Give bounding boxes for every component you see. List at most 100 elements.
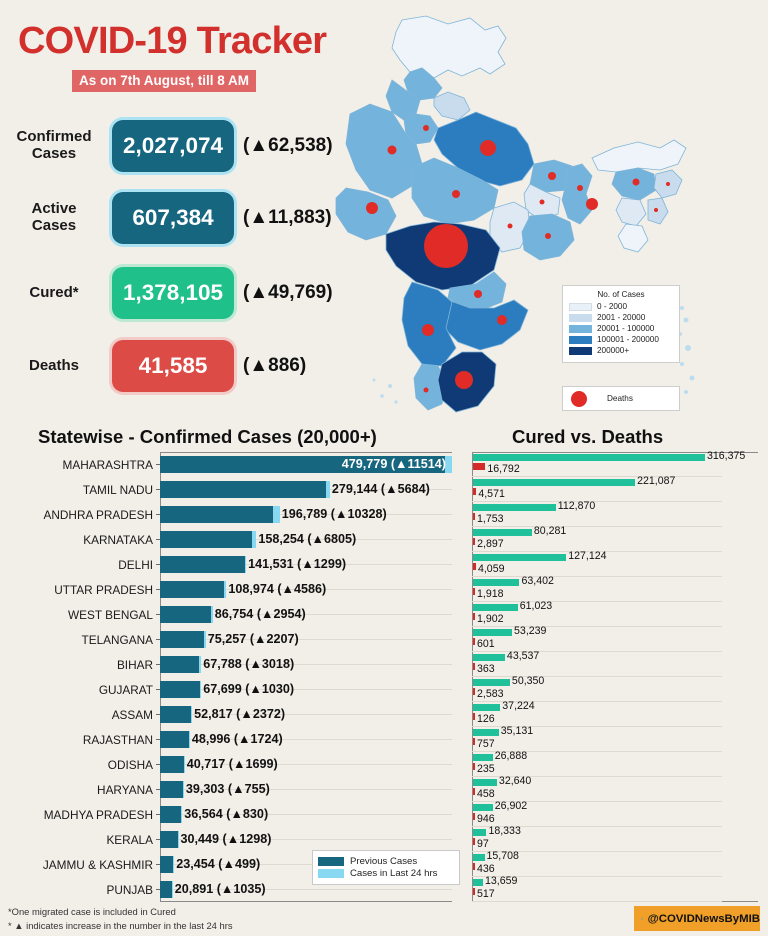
gridline <box>472 476 722 477</box>
state-label: JAMMU & KASHMIR <box>42 857 153 872</box>
legend-label: Previous Cases <box>350 856 418 867</box>
axis-tick <box>156 739 160 740</box>
stat-label-deaths: Deaths <box>0 357 112 375</box>
deaths-marker-icon <box>571 390 587 407</box>
bar-zone: 40,717 (▲1699) <box>160 752 460 777</box>
state-label: HARYANA <box>97 782 153 797</box>
death-bar <box>473 788 475 795</box>
death-value-label: 16,792 <box>487 463 520 475</box>
statewise-bar-row: WEST BENGAL 86,754 (▲2954) <box>8 602 460 627</box>
bar-zone: 30,449 (▲1298) <box>160 827 460 852</box>
map-legend-item: 200000+ <box>569 346 673 355</box>
confirmed-bar <box>160 656 202 673</box>
map-legend-title: No. of Cases <box>597 290 645 299</box>
gridline <box>160 539 452 540</box>
cured-death-bar-row: 80,281 2,897 <box>462 526 762 552</box>
map-legend-item: 20001 - 100000 <box>569 324 673 333</box>
map-legend-label: 0 - 2000 <box>597 302 628 311</box>
last-24hrs-segment <box>445 456 452 473</box>
cured-value-label: 61,023 <box>519 600 553 612</box>
bar-zone: 39,303 (▲755) <box>160 777 460 802</box>
death-bar <box>473 813 475 820</box>
axis-tick <box>156 714 160 715</box>
death-bar <box>473 463 486 470</box>
bar-value-label: 20,891 (▲1035) <box>174 882 266 896</box>
cured-value-label: 37,224 <box>502 700 535 712</box>
gridline <box>472 651 722 652</box>
state-label: KARNATAKA <box>83 532 153 547</box>
stat-row-confirmed: Confirmed Cases 2,027,074 (▲62,538) <box>0 118 370 174</box>
bar-value-label: 48,996 (▲1724) <box>191 732 283 746</box>
state-label: GUJARAT <box>98 682 153 697</box>
stat-value-deaths: 41,585 <box>112 340 234 392</box>
gridline <box>160 589 452 590</box>
stat-row-deaths: Deaths 41,585 (▲886) <box>0 338 370 394</box>
cured-death-bar-row: 26,888 235 <box>462 750 762 777</box>
statewise-bar-row: RAJASTHAN 48,996 (▲1724) <box>8 727 460 752</box>
death-value-label: 97 <box>477 838 489 850</box>
cured-bar <box>473 579 520 586</box>
gridline <box>160 639 452 640</box>
gridline <box>472 626 722 627</box>
bar-value-label: 279,144 (▲5684) <box>331 482 430 496</box>
state-label: RAJASTHAN <box>82 732 153 747</box>
bar-value-label: 39,303 (▲755) <box>185 782 270 796</box>
stat-label-line1: Active <box>31 200 77 218</box>
bar-zone: 67,699 (▲1030) <box>160 677 460 702</box>
statewise-chart-legend: Previous Cases Cases in Last 24 hrs <box>312 850 460 885</box>
cured-bar <box>473 779 497 786</box>
cured-bar <box>473 604 518 611</box>
legend-label: Cases in Last 24 hrs <box>350 868 438 879</box>
state-label: PUNJAB <box>106 882 153 897</box>
cured-death-bar-row: 37,224 126 <box>462 700 762 727</box>
last-24hrs-segment <box>252 531 257 548</box>
legend-swatch-icon <box>569 313 592 322</box>
last-24hrs-segment <box>182 781 184 798</box>
stat-label-cured: Cured* <box>0 283 112 302</box>
gridline <box>472 676 722 677</box>
death-bar <box>473 638 475 645</box>
bar-zone: 196,789 (▲10328) <box>160 502 460 527</box>
state-label: BIHAR <box>116 657 153 672</box>
state-label: DELHI <box>118 557 153 572</box>
gridline <box>472 826 722 827</box>
india-map-svg <box>335 15 695 413</box>
stat-label-line1: Cured* <box>29 283 79 301</box>
cured-death-bar-row: 35,131 757 <box>462 726 762 752</box>
gridline <box>160 614 452 615</box>
map-legend-label: 200000+ <box>597 346 630 355</box>
last-24hrs-segment <box>171 881 173 898</box>
cured-death-bar-row: 26,902 946 <box>462 801 762 827</box>
statewise-bar-row: TELANGANA 75,257 (▲2207) <box>8 627 460 652</box>
statewise-bar-row: TAMIL NADU 279,144 (▲5684) <box>8 477 460 502</box>
bar-zone: 279,144 (▲5684) <box>160 477 460 502</box>
death-bar <box>473 488 477 495</box>
cured-death-bar-row: 53,239 601 <box>462 625 762 652</box>
stat-value-active: 607,384 <box>112 192 234 244</box>
cured-value-label: 43,537 <box>506 650 540 662</box>
legend-swatch-icon <box>318 857 344 866</box>
bar-value-label: 30,449 (▲1298) <box>180 832 272 846</box>
bar-value-label: 36,564 (▲830) <box>184 807 269 821</box>
stat-label-confirmed: Confirmed Cases <box>0 128 112 163</box>
confirmed-bar <box>160 706 193 723</box>
map-legend-label: 20001 - 100000 <box>597 324 655 333</box>
cured-death-bar-row: 50,350 2,583 <box>462 676 762 702</box>
last-24hrs-segment <box>188 731 190 748</box>
twitter-handle-text: @COVIDNewsByMIB <box>647 912 760 925</box>
cured-value-label: 53,239 <box>514 625 547 637</box>
stat-label-active: Active Cases <box>0 200 112 235</box>
gridline <box>160 889 452 890</box>
gridline <box>160 739 452 740</box>
twitter-bird-icon <box>641 917 643 920</box>
cured-value-label: 26,888 <box>494 750 528 762</box>
cured-death-bar-row: 112,870 1,753 <box>462 501 762 527</box>
twitter-handle-badge[interactable]: @COVIDNewsByMIB <box>634 906 760 931</box>
confirmed-bar <box>160 731 190 748</box>
axis-tick <box>156 614 160 615</box>
confirmed-bar <box>160 531 257 548</box>
death-bar <box>473 863 475 870</box>
death-value-label: 757 <box>477 738 495 750</box>
death-value-label: 363 <box>477 663 495 675</box>
death-value-label: 126 <box>477 713 495 725</box>
